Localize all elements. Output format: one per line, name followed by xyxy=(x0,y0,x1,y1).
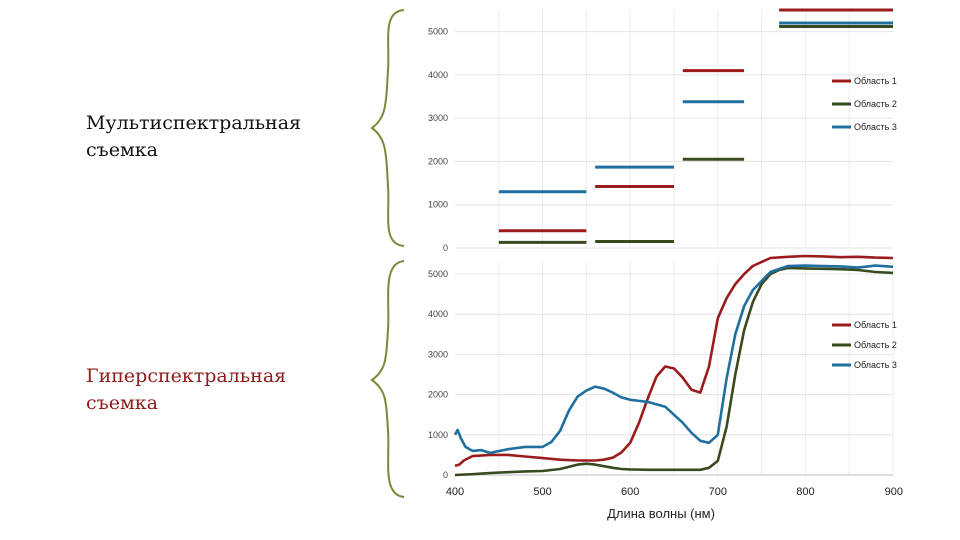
y-tick-label: 5000 xyxy=(428,269,448,279)
legend-entry: Область 2 xyxy=(854,99,897,109)
legend-entry: Область 1 xyxy=(854,76,897,86)
x-axis-title: Длина волны (нм) xyxy=(607,506,715,521)
legend-entry: Область 3 xyxy=(854,122,897,132)
y-tick-label: 5000 xyxy=(428,27,448,37)
top-brace xyxy=(370,9,405,247)
series-line xyxy=(453,264,894,455)
x-tick-label: 600 xyxy=(621,486,639,498)
y-tick-label: 1000 xyxy=(428,200,448,210)
series-line xyxy=(454,266,894,477)
multispectral-label: Мультиспектральная съемка xyxy=(86,112,302,161)
series-line xyxy=(454,254,894,468)
x-tick-label: 800 xyxy=(796,486,814,498)
y-tick-label: 0 xyxy=(443,470,448,480)
hyperspectral-label: Гиперспектральная съемка xyxy=(86,365,287,414)
y-tick-label: 4000 xyxy=(428,70,448,80)
y-tick-label: 4000 xyxy=(428,309,448,319)
x-tick-label: 700 xyxy=(709,486,727,498)
y-tick-label: 0 xyxy=(443,243,448,253)
x-tick-label: 900 xyxy=(885,486,903,498)
multispectral-chart: 0 1000 2000 3000 4000 5000 Область 1 Область 2 О… xyxy=(428,8,897,253)
x-tick-label: 400 xyxy=(446,486,464,498)
hyperspectral-chart: 0 1000 2000 3000 4000 5000 400 500 600 700 800 900 Д… xyxy=(428,254,903,521)
y-tick-label: 3000 xyxy=(428,113,448,123)
legend-entry: Область 1 xyxy=(854,320,897,330)
y-tick-label: 2000 xyxy=(428,156,448,166)
bottom-brace xyxy=(370,260,405,498)
y-tick-label: 3000 xyxy=(428,349,448,359)
legend-entry: Область 2 xyxy=(854,340,897,350)
legend-entry: Область 3 xyxy=(854,360,897,370)
y-tick-label: 2000 xyxy=(428,390,448,400)
y-tick-label: 1000 xyxy=(428,430,448,440)
x-tick-label: 500 xyxy=(533,486,551,498)
